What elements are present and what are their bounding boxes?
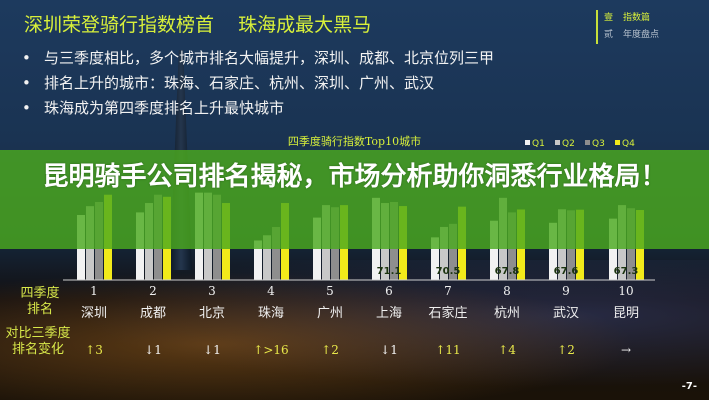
rank-change: → [620, 343, 632, 357]
city-name: 武汉 [552, 306, 579, 321]
rank-number: 4 [267, 284, 275, 298]
rank-number: 10 [618, 284, 634, 298]
bar-q1-4 [254, 240, 262, 280]
rank-change: ↓1 [203, 343, 221, 357]
banner-title: 昆明骑手公司排名揭秘，市场分析助你洞悉行业格局！ [42, 162, 667, 192]
side-nav-item-annual[interactable]: 贰年度盘点 [604, 27, 669, 44]
label-line: 对比三季度 [5, 326, 71, 341]
city-name: 北京 [198, 306, 225, 321]
rank-row-label: 四季度 排名 [14, 286, 66, 318]
label-line: 排名 [26, 302, 53, 317]
legend-label: Q2 [562, 139, 575, 149]
bar-q3-7 [449, 223, 457, 280]
label-line: 四季度 [20, 286, 60, 301]
data-label: 67.8 [495, 266, 520, 277]
legend-label: Q4 [622, 139, 635, 149]
bullet-list: 与三季度相比，多个城市排名大幅提升，深圳、成都、北京位列三甲 排名上升的城市：珠… [22, 46, 494, 121]
rank-number: 2 [149, 284, 157, 298]
rank-number: 5 [326, 284, 334, 298]
bar-q1-9 [549, 222, 557, 280]
nav-label: 指数篇 [623, 13, 651, 23]
rank-change: ↑11 [435, 343, 461, 357]
rank-number: 7 [444, 284, 452, 298]
side-nav: 壹指数篇 贰年度盘点 [596, 10, 669, 44]
legend-swatch [525, 140, 530, 145]
change-row-label: 对比三季度 排名变化 [2, 326, 74, 358]
city-name: 杭州 [493, 306, 520, 321]
legend-label: Q1 [532, 139, 545, 149]
chart-title: 四季度骑行指数Top10城市 [287, 135, 422, 148]
background-glow [0, 260, 709, 400]
city-name: 昆明 [612, 306, 639, 321]
data-label: 67.3 [614, 266, 639, 277]
rank-number: 1 [90, 284, 98, 298]
bar-q1-8 [490, 220, 498, 280]
data-label: 71.1 [377, 266, 402, 277]
slide-headline: 深圳荣登骑行指数榜首 珠海成最大黑马 [24, 14, 372, 36]
rank-change: ↑>16 [253, 343, 289, 357]
rank-change: ↓1 [380, 343, 398, 357]
city-name: 深圳 [80, 306, 107, 321]
bar-q2-4 [263, 235, 271, 280]
rank-number: 8 [503, 284, 511, 298]
rank-change: ↑2 [321, 343, 339, 357]
label-line: 排名变化 [11, 342, 64, 357]
nav-num: 壹 [604, 13, 614, 23]
rank-number: 6 [385, 284, 393, 298]
rank-change: ↑4 [498, 343, 516, 357]
rank-number: 3 [208, 284, 216, 298]
legend-label: Q3 [592, 139, 605, 149]
rank-change: ↓1 [144, 343, 162, 357]
page-number: -7- [681, 381, 697, 392]
rank-change: ↑3 [85, 343, 103, 357]
bar-q1-7 [431, 237, 439, 280]
bar-q1-10 [609, 218, 617, 280]
bar-q2-7 [440, 226, 448, 280]
bar-q3-4 [272, 226, 280, 280]
city-name: 上海 [375, 306, 402, 321]
nav-num: 贰 [604, 30, 614, 40]
rank-change: ↑2 [557, 343, 575, 357]
data-label: 70.5 [436, 266, 461, 277]
bullet-item: 排名上升的城市：珠海、石家庄、杭州、深圳、广州、武汉 [22, 71, 494, 96]
city-name: 石家庄 [428, 306, 468, 321]
city-name: 成都 [139, 306, 166, 321]
city-name: 广州 [316, 306, 343, 321]
legend-swatch [615, 140, 620, 145]
city-name: 珠海 [257, 306, 284, 321]
bullet-item: 珠海成为第四季度排名上升最快城市 [22, 96, 494, 121]
data-label: 67.6 [554, 266, 579, 277]
legend-swatch [555, 140, 560, 145]
title-banner [0, 150, 709, 249]
side-nav-item-index[interactable]: 壹指数篇 [604, 10, 669, 27]
legend-swatch [585, 140, 590, 145]
bullet-item: 与三季度相比，多个城市排名大幅提升，深圳、成都、北京位列三甲 [22, 46, 494, 71]
nav-label: 年度盘点 [623, 30, 660, 40]
rank-number: 9 [562, 284, 570, 298]
